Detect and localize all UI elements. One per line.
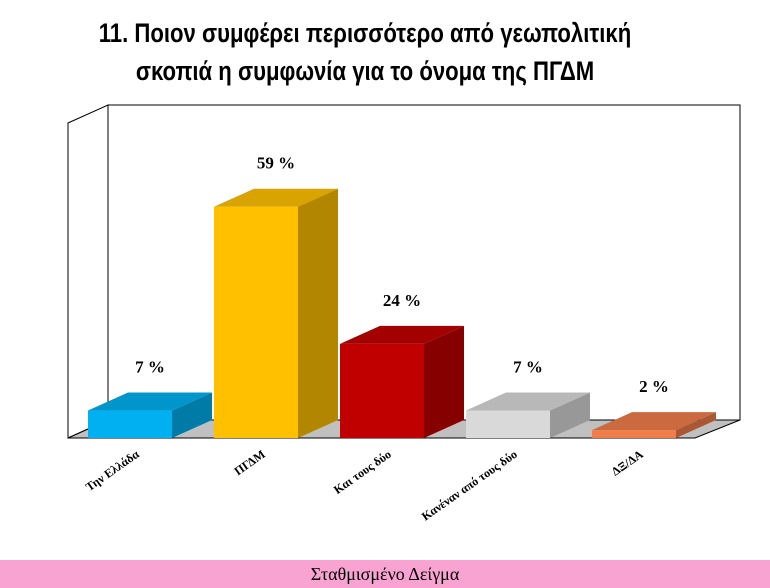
- bar-side: [172, 392, 212, 438]
- bar-side: [550, 392, 590, 438]
- value-label: 59 %: [257, 154, 295, 173]
- footer: Σταθμισμένο Δείγμα: [311, 564, 460, 584]
- bar-side: [676, 412, 716, 438]
- side-wall: [67, 104, 109, 439]
- x-tick-label: Την Ελλάδα: [83, 447, 142, 494]
- bar-top: [88, 392, 212, 411]
- bar: [88, 410, 172, 438]
- value-label: 24 %: [383, 291, 421, 310]
- bar: [592, 430, 676, 438]
- bar-top: [214, 188, 338, 207]
- bar: [466, 410, 550, 438]
- bar: [340, 343, 424, 438]
- x-tick-label: Κανέναν από τους δύο: [419, 447, 520, 523]
- chart-title: σκοπιά η συμφωνία για το όνομα της ΠΓΔΜ: [136, 57, 594, 87]
- bar-side: [298, 188, 338, 438]
- footer-band: [0, 560, 770, 588]
- value-label: 2 %: [639, 377, 669, 396]
- x-tick-label: Και τους δύο: [331, 447, 394, 497]
- x-tick-label: ΠΓΔΜ: [232, 447, 268, 478]
- bar-top: [592, 412, 716, 431]
- bar: [214, 206, 298, 438]
- bar-side: [424, 325, 464, 438]
- value-label: 7 %: [513, 358, 543, 377]
- bar-top: [340, 325, 464, 344]
- bar-top: [466, 392, 590, 411]
- x-tick-label: ΔΞ/ΔΑ: [609, 447, 646, 479]
- chart-title: 11. Ποιον συμφέρει περισσότερο από γεωπο…: [99, 19, 632, 49]
- value-label: 7 %: [135, 358, 165, 377]
